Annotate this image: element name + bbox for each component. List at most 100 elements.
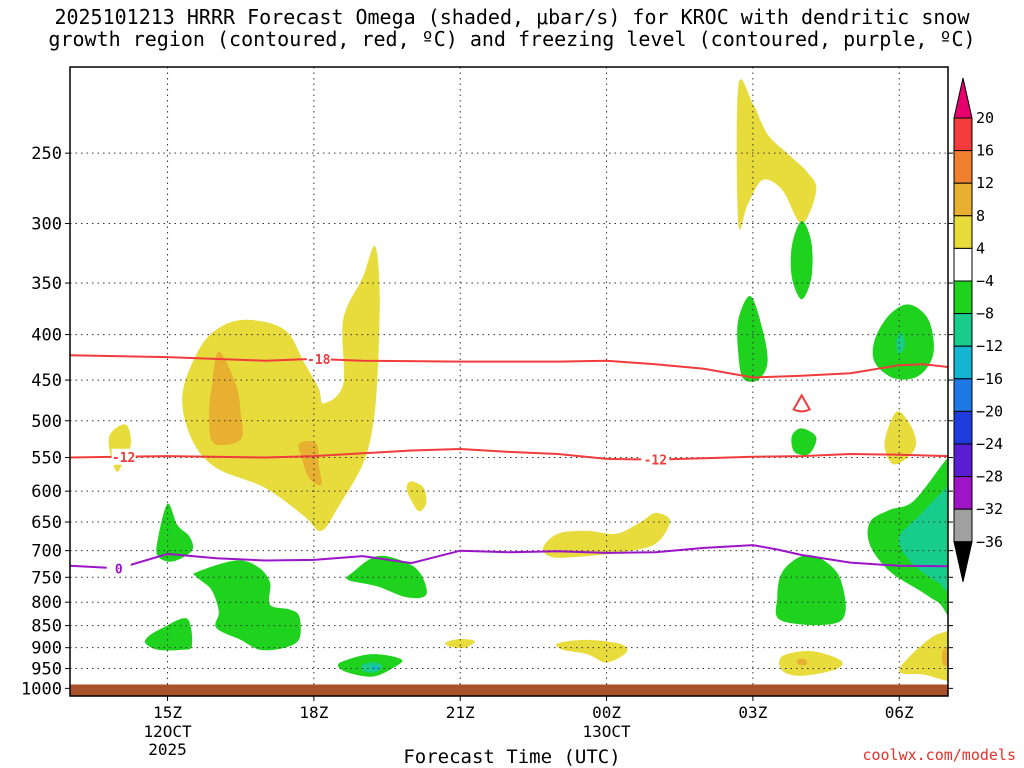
omega-region-yellow-4 bbox=[406, 481, 427, 512]
title-line-1: 2025101213 HRRR Forecast Omega (shaded, … bbox=[54, 5, 970, 29]
colorbar-label: −4 bbox=[976, 272, 994, 290]
colorbar-label: −8 bbox=[976, 305, 994, 323]
omega-region-yellow-11 bbox=[884, 411, 917, 465]
plot-frame bbox=[69, 66, 949, 697]
colorbar-bin bbox=[953, 313, 973, 347]
colorbar-bin bbox=[953, 443, 973, 478]
omega-region-green-16 bbox=[193, 560, 301, 651]
colorbar-bin bbox=[953, 215, 973, 249]
y-tick-label: 700 bbox=[31, 542, 62, 562]
y-tick-label: 500 bbox=[31, 412, 62, 432]
omega-region-green-26 bbox=[775, 554, 846, 626]
contour-ring bbox=[792, 393, 812, 413]
colorbar-bin bbox=[953, 182, 973, 217]
colorbar-bin bbox=[953, 247, 973, 282]
omega-region-teal-18 bbox=[361, 662, 383, 673]
omega-region-green-23 bbox=[791, 428, 817, 456]
omega-region-green-22 bbox=[790, 220, 813, 300]
y-tick-label: 550 bbox=[31, 449, 62, 469]
ground-rect bbox=[70, 684, 948, 696]
contour-label-bg bbox=[641, 451, 670, 468]
colorbar-bin bbox=[953, 410, 973, 445]
y-tick-label: 250 bbox=[31, 144, 62, 164]
contour-label: -12 bbox=[112, 451, 135, 466]
contour-label: -12 bbox=[644, 454, 667, 469]
contour-label-bg bbox=[306, 351, 331, 368]
colorbar-top-arrow bbox=[953, 77, 973, 119]
omega-region-orange-10 bbox=[796, 658, 808, 666]
colorbar-label: 8 bbox=[976, 207, 985, 225]
colorbar-label: −16 bbox=[976, 370, 1003, 388]
colorbar-bin bbox=[953, 150, 973, 184]
omega-region-orange-2 bbox=[208, 351, 243, 446]
y-tick-label: 950 bbox=[31, 660, 62, 680]
colorbar-bin bbox=[953, 378, 973, 412]
colorbar-label: −36 bbox=[976, 533, 1003, 551]
contour-line-1 bbox=[70, 447, 948, 461]
omega-region-yellow-1 bbox=[182, 245, 380, 532]
y-axis: 2503003504004505005506006507007508008509… bbox=[21, 144, 953, 699]
colorbar-bin bbox=[953, 280, 973, 315]
x-tick-date: 13OCT bbox=[582, 722, 631, 741]
colorbar-bottom-arrow bbox=[953, 541, 973, 582]
colorbar-bin bbox=[953, 476, 973, 510]
colorbar-bin bbox=[953, 508, 973, 543]
colorbar-label: −32 bbox=[976, 500, 1003, 518]
y-tick-label: 650 bbox=[31, 513, 62, 533]
credit-text: coolwx.com/models bbox=[862, 746, 1016, 764]
y-tick-label: 350 bbox=[31, 274, 62, 294]
temperature-contours: -18 -12 -12 0 bbox=[70, 351, 948, 577]
omega-region-green-15 bbox=[144, 618, 193, 651]
omega-region-green-20 bbox=[346, 555, 427, 599]
x-tick-year: 2025 bbox=[148, 740, 187, 759]
x-tick-label: 18Z bbox=[299, 703, 328, 722]
y-tick-label: 850 bbox=[31, 617, 62, 637]
omega-region-green-14 bbox=[156, 503, 194, 562]
chart-title: 2025101213 HRRR Forecast Omega (shaded, … bbox=[0, 6, 1024, 50]
y-tick-label: 450 bbox=[31, 371, 62, 391]
colorbar-label: −12 bbox=[976, 337, 1003, 355]
contour-label-bg bbox=[111, 448, 136, 465]
contour-line-3 bbox=[70, 544, 948, 570]
y-tick-label: 300 bbox=[31, 215, 62, 235]
omega-region-cyan-19 bbox=[371, 665, 378, 670]
contour-line-0 bbox=[70, 354, 948, 379]
colorbar-label: −28 bbox=[976, 468, 1003, 486]
x-tick-label: 03Z bbox=[738, 703, 767, 722]
colorbar-label: 12 bbox=[976, 174, 994, 192]
colorbar-bin bbox=[953, 117, 973, 152]
title-line-2: growth region (contoured, red, ºC) and f… bbox=[48, 27, 976, 51]
omega-region-orange-13 bbox=[941, 648, 948, 667]
contour-label: -18 bbox=[307, 353, 331, 368]
y-tick-label: 750 bbox=[31, 568, 62, 588]
colorbar-bin bbox=[953, 345, 973, 380]
y-tick-label: 900 bbox=[31, 639, 62, 659]
x-axis-title: Forecast Time (UTC) bbox=[403, 746, 621, 768]
colorbar: 20 16 12 8 4 −4 −8 −12 −16 −20 −24 −28 −32 −36 bbox=[953, 77, 1003, 582]
colorbar-label: 16 bbox=[976, 142, 994, 160]
ground-band bbox=[70, 684, 948, 696]
omega-region-yellow-12 bbox=[899, 630, 948, 681]
omega-region-yellow-7 bbox=[445, 638, 475, 649]
y-tick-label: 600 bbox=[31, 482, 62, 502]
colorbar-label: −20 bbox=[976, 402, 1003, 420]
x-tick-label: 15Z bbox=[153, 703, 182, 722]
x-tick-label: 21Z bbox=[446, 703, 475, 722]
x-tick-label: 06Z bbox=[885, 703, 914, 722]
y-tick-label: 400 bbox=[31, 326, 62, 346]
contour-label: 0 bbox=[115, 562, 123, 577]
omega-region-yellow-5 bbox=[736, 79, 817, 230]
colorbar-label: 4 bbox=[976, 239, 985, 257]
y-tick-label: 1000 bbox=[21, 679, 62, 699]
omega-region-yellow-8 bbox=[556, 639, 628, 663]
x-tick-date: 12OCT bbox=[143, 722, 192, 741]
y-tick-label: 800 bbox=[31, 593, 62, 613]
contour-label-bg bbox=[106, 560, 131, 577]
colorbar-label: −24 bbox=[976, 435, 1003, 453]
colorbar-label: 20 bbox=[976, 109, 994, 127]
x-tick-label: 00Z bbox=[592, 703, 621, 722]
omega-region-yellow-9 bbox=[779, 650, 843, 676]
omega-region-orange-3 bbox=[298, 441, 322, 486]
